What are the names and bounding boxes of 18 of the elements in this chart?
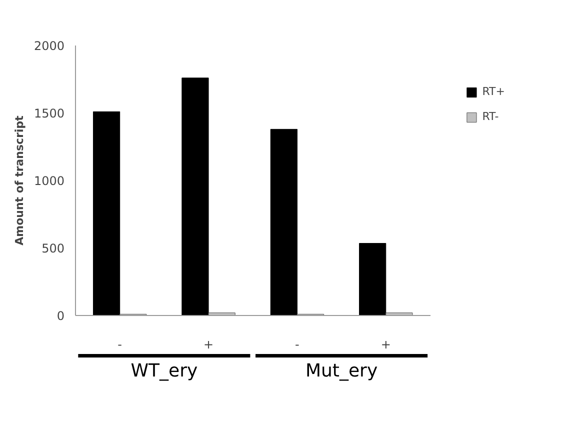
x-tick-label: - xyxy=(118,338,122,352)
x-tick-label: + xyxy=(203,338,214,352)
bar xyxy=(92,111,120,316)
y-tick-label: 2000 xyxy=(34,39,65,53)
text: WT_ery xyxy=(130,360,198,382)
text: Mut_ery xyxy=(305,360,378,382)
y-tick-label: 1500 xyxy=(34,106,65,120)
y-tick-label: 0 xyxy=(56,309,65,323)
bar xyxy=(270,128,298,316)
y-axis-title: Amount of transcript xyxy=(12,116,26,246)
bar xyxy=(359,243,386,316)
legend-label: RT+ xyxy=(482,85,505,98)
x-tick-label: - xyxy=(295,338,300,352)
bar xyxy=(182,78,209,316)
y-tick-label: 1000 xyxy=(34,174,65,188)
legend-label: RT- xyxy=(482,110,500,123)
x-tick-label: + xyxy=(380,338,391,352)
y-tick-label: 500 xyxy=(42,242,64,256)
